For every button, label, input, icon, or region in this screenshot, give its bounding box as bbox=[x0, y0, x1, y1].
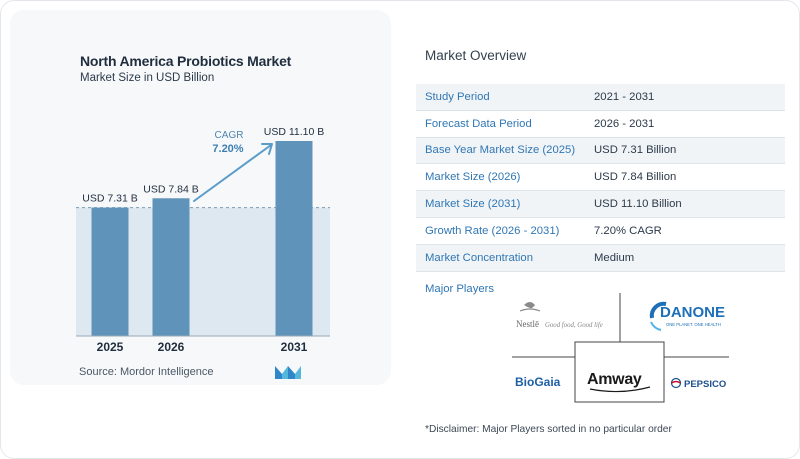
row-value: 2026 - 2031 bbox=[594, 117, 655, 130]
danone-swoosh-icon bbox=[650, 321, 662, 331]
overview-row: Base Year Market Size (2025) USD 7.31 Bi… bbox=[416, 137, 785, 165]
x-tick-label-2025: 2025 bbox=[97, 340, 124, 354]
chart-title: North America Probiotics Market bbox=[80, 53, 292, 69]
data-label-2026: USD 7.84 B bbox=[143, 183, 198, 195]
mordor-logo-icon bbox=[275, 366, 301, 379]
row-value: 2021 - 2031 bbox=[594, 90, 655, 103]
overview-row: Market Concentration Medium bbox=[416, 244, 785, 272]
amway-logo: Amway bbox=[587, 371, 642, 388]
nestle-wordmark: Nestlē bbox=[516, 319, 539, 329]
row-label: Market Size (2031) bbox=[425, 198, 521, 211]
row-value: USD 7.31 Billion bbox=[594, 144, 677, 157]
major-players-title: Major Players bbox=[425, 283, 495, 295]
data-label-2031: USD 11.10 B bbox=[264, 126, 325, 138]
row-value: USD 11.10 Billion bbox=[594, 198, 682, 211]
row-value: USD 7.84 Billion bbox=[594, 171, 677, 184]
overview-row: Market Size (2031) USD 11.10 Billion bbox=[416, 191, 785, 218]
pepsico-logo: PEPSICO bbox=[670, 377, 726, 390]
overview-row: Forecast Data Period 2026 - 2031 bbox=[416, 111, 785, 138]
biogaia-logo: BioGaia bbox=[515, 375, 561, 389]
source-note: Source: Mordor Intelligence bbox=[79, 366, 214, 378]
cagr-label: CAGR bbox=[215, 130, 244, 141]
row-label: Study Period bbox=[425, 90, 490, 103]
nest-bird-icon bbox=[524, 302, 535, 309]
x-tick-label-2026: 2026 bbox=[158, 340, 185, 354]
nestle-logo: Nestlē Good food, Good life bbox=[516, 302, 603, 329]
overview-row: Growth Rate (2026 - 2031) 7.20% CAGR bbox=[416, 218, 785, 245]
overview-title: Market Overview bbox=[425, 48, 527, 63]
bar-2031 bbox=[275, 141, 313, 336]
overview-table: Study Period 2021 - 2031 Forecast Data P… bbox=[416, 84, 785, 272]
row-label: Market Concentration bbox=[425, 251, 533, 264]
data-label-2025: USD 7.31 B bbox=[82, 193, 137, 205]
pepsico-wordmark: PEPSICO bbox=[684, 379, 726, 390]
overview-row: Market Size (2026) USD 7.84 Billion bbox=[416, 164, 785, 192]
chart-subtitle: Market Size in USD Billion bbox=[80, 72, 215, 84]
row-label: Base Year Market Size (2025) bbox=[425, 144, 576, 157]
bar-2025 bbox=[91, 207, 129, 336]
danone-swoosh-icon bbox=[649, 301, 667, 319]
danone-tagline: ONE PLANET. ONE HEALTH bbox=[666, 322, 721, 327]
pepsi-globe-icon bbox=[671, 380, 681, 384]
overview-row: Study Period 2021 - 2031 bbox=[416, 84, 785, 111]
danone-logo: DANONE ONE PLANET. ONE HEALTH bbox=[649, 301, 725, 331]
x-tick-label-2031: 2031 bbox=[281, 340, 308, 354]
cagr-value: 7.20% bbox=[212, 143, 243, 155]
danone-wordmark: DANONE bbox=[660, 304, 725, 321]
row-value: 7.20% CAGR bbox=[594, 224, 662, 237]
row-label: Growth Rate (2026 - 2031) bbox=[425, 224, 560, 237]
bar-chart: USD 7.31 B 2025 USD 7.84 B 2026 USD 11.10 B 2… bbox=[76, 126, 330, 354]
bar-2026 bbox=[152, 198, 190, 336]
row-label: Forecast Data Period bbox=[425, 117, 532, 130]
nestle-tagline: Good food, Good life bbox=[545, 322, 603, 329]
row-label: Market Size (2026) bbox=[425, 171, 521, 184]
bars-group: USD 7.31 B 2025 USD 7.84 B 2026 USD 11.10 B 2… bbox=[82, 126, 324, 354]
nest-icon bbox=[519, 308, 541, 312]
row-value: Medium bbox=[594, 251, 635, 264]
cagr-arrow-icon bbox=[193, 143, 273, 202]
disclaimer-note: *Disclaimer: Major Players sorted in no … bbox=[425, 424, 672, 435]
amway-underline-icon bbox=[589, 386, 651, 393]
